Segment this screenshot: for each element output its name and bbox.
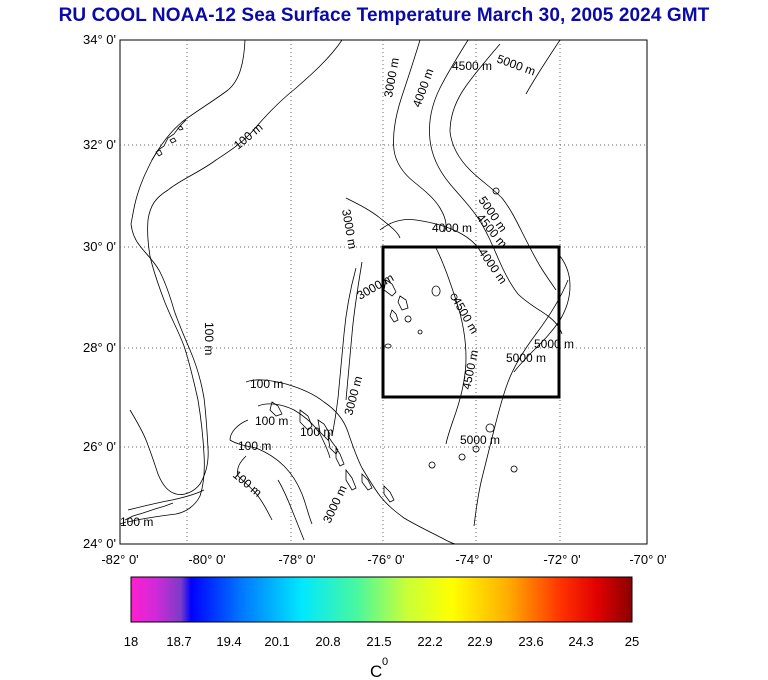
contour-label: 3000 m [339,208,360,250]
bahamas-islands [269,187,518,503]
region-box[interactable] [381,245,561,399]
lon-label: -82° 0' [101,552,138,567]
contour-label: 4000 m [432,221,472,235]
contour-label: 100 m [202,322,216,355]
contour-label: 5000 m [534,337,574,351]
colorbar-tick: 18.7 [166,634,191,649]
coastline-us [127,40,246,511]
map-title: RU COOL NOAA-12 Sea Surface Temperature … [58,5,710,26]
colorbar-tick: 24.3 [568,634,593,649]
colorbar-tick: 19.4 [216,634,241,649]
colorbar-tick: 25 [625,634,639,649]
lat-label: 32° 0' [83,137,116,152]
colorbar-tick: 20.1 [264,634,289,649]
contour-4000m [379,40,563,335]
colorbar-tick: 22.9 [467,634,492,649]
contour-100m-shelf [127,40,343,523]
lat-label: 28° 0' [83,340,116,355]
contour-label: 100 m [120,515,153,529]
longitude-labels: -82° 0' -80° 0' -78° 0' -76° 0' -74° 0' … [101,552,666,567]
lon-label: -80° 0' [188,552,225,567]
lon-label: -78° 0' [278,552,315,567]
contour-label: 100 m [300,425,333,439]
contour-label: 5000 m [506,351,546,365]
contour-label: 5000 m [460,433,500,447]
colorbar-ticks: 18 18.7 19.4 20.1 20.8 21.5 22.2 22.9 23… [124,634,639,649]
colorbar [130,576,633,623]
colorbar-unit-superscript: 0 [382,656,388,668]
colorbar-tick: 20.8 [315,634,340,649]
contour-label: 100 m [255,414,288,428]
lon-label: -72° 0' [543,552,580,567]
contour-3000m-upper [345,40,447,239]
lon-label: -76° 0' [367,552,404,567]
contour-label: 4500 m [452,59,492,73]
colorbar-tick: 18 [124,634,138,649]
lat-label: 30° 0' [83,239,116,254]
contour-label: 3000 m [381,57,402,99]
colorbar-unit: C [370,662,382,680]
contour-5000m [473,40,569,527]
contour-label: 100 m [250,377,283,391]
contour-3000m-bahamas [331,261,363,437]
colorbar-tick: 22.2 [417,634,442,649]
colorbar-tick: 21.5 [366,634,391,649]
lat-label: 24° 0' [83,536,116,551]
colorbar-tick: 23.6 [518,634,543,649]
contour-label: 100 m [238,439,271,453]
lat-label: 26° 0' [83,439,116,454]
latitude-labels: 34° 0' 32° 0' 30° 0' 28° 0' 26° 0' 24° 0… [83,32,116,551]
coastline-us-islands [151,119,187,161]
contour-4500m [435,43,557,445]
coastline-keys [120,502,174,525]
contour-100m-bahamas [229,379,457,544]
lon-label: -70° 0' [629,552,666,567]
lon-label: -74° 0' [455,552,492,567]
lat-label: 34° 0' [83,32,116,47]
